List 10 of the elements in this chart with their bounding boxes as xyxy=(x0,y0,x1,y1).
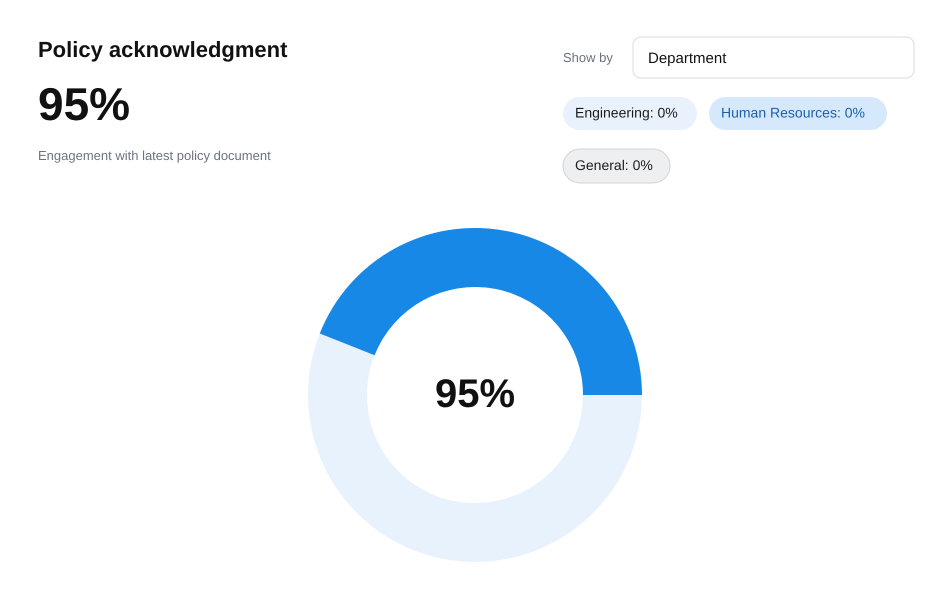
text: Engagement with latest policy document xyxy=(38,148,272,163)
chart-title: Policy acknowledgment xyxy=(38,37,288,62)
text: Engineering: 0% xyxy=(575,104,678,120)
text: 95% xyxy=(434,372,516,416)
text: 95% xyxy=(38,78,130,130)
text: Department xyxy=(648,50,728,67)
text: Show by xyxy=(563,50,614,65)
text: General: 0% xyxy=(575,157,653,173)
text: Human Resources: 0% xyxy=(721,104,865,120)
donut-slice xyxy=(308,334,642,562)
